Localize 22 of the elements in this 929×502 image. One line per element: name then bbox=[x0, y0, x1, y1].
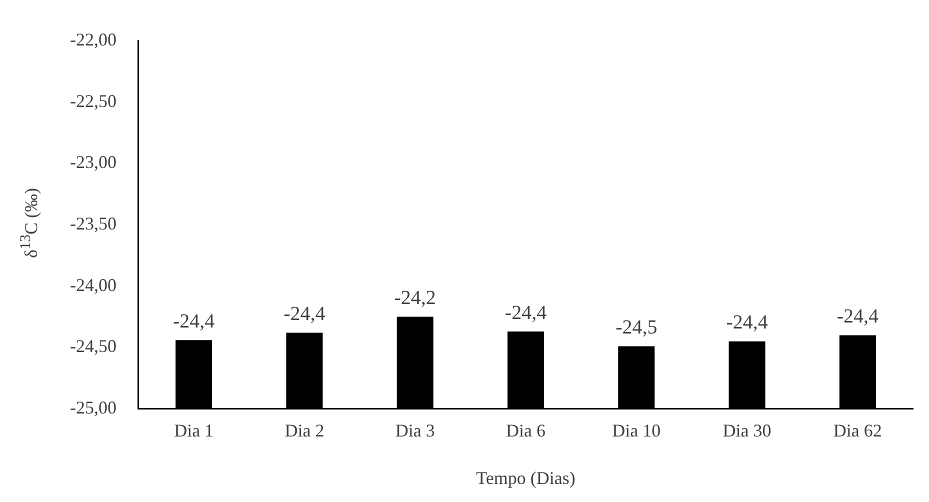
x-axis-title: Tempo (Dias) bbox=[476, 468, 576, 488]
y-tick-label: -23,00 bbox=[70, 152, 116, 172]
y-tick-label: -22,50 bbox=[70, 90, 116, 111]
x-tick-label: Dia 2 bbox=[284, 420, 324, 440]
data-label: -24,4 bbox=[836, 305, 879, 328]
data-label: -24,2 bbox=[394, 287, 436, 310]
x-tick-label: Dia 30 bbox=[722, 420, 772, 440]
data-label: -24,4 bbox=[284, 302, 326, 325]
y-tick-label: -25,00 bbox=[70, 398, 116, 418]
x-tick-label: Dia 6 bbox=[506, 420, 546, 440]
data-label: -24,4 bbox=[172, 310, 215, 332]
x-tick-label: Dia 62 bbox=[833, 420, 882, 440]
y-tick-label: -24,50 bbox=[70, 336, 116, 356]
data-label: -24,5 bbox=[616, 316, 658, 338]
y-tick-label: -23,50 bbox=[70, 214, 116, 234]
x-tick-label: Dia 1 bbox=[174, 420, 214, 440]
data-label: -24,4 bbox=[504, 302, 547, 324]
data-label: -24,4 bbox=[726, 312, 768, 334]
y-tick-label: -24,00 bbox=[70, 274, 116, 295]
y-tick-label: -22,00 bbox=[70, 30, 116, 50]
x-tick-label: Dia 3 bbox=[395, 420, 435, 440]
x-tick-label: Dia 10 bbox=[612, 420, 661, 440]
